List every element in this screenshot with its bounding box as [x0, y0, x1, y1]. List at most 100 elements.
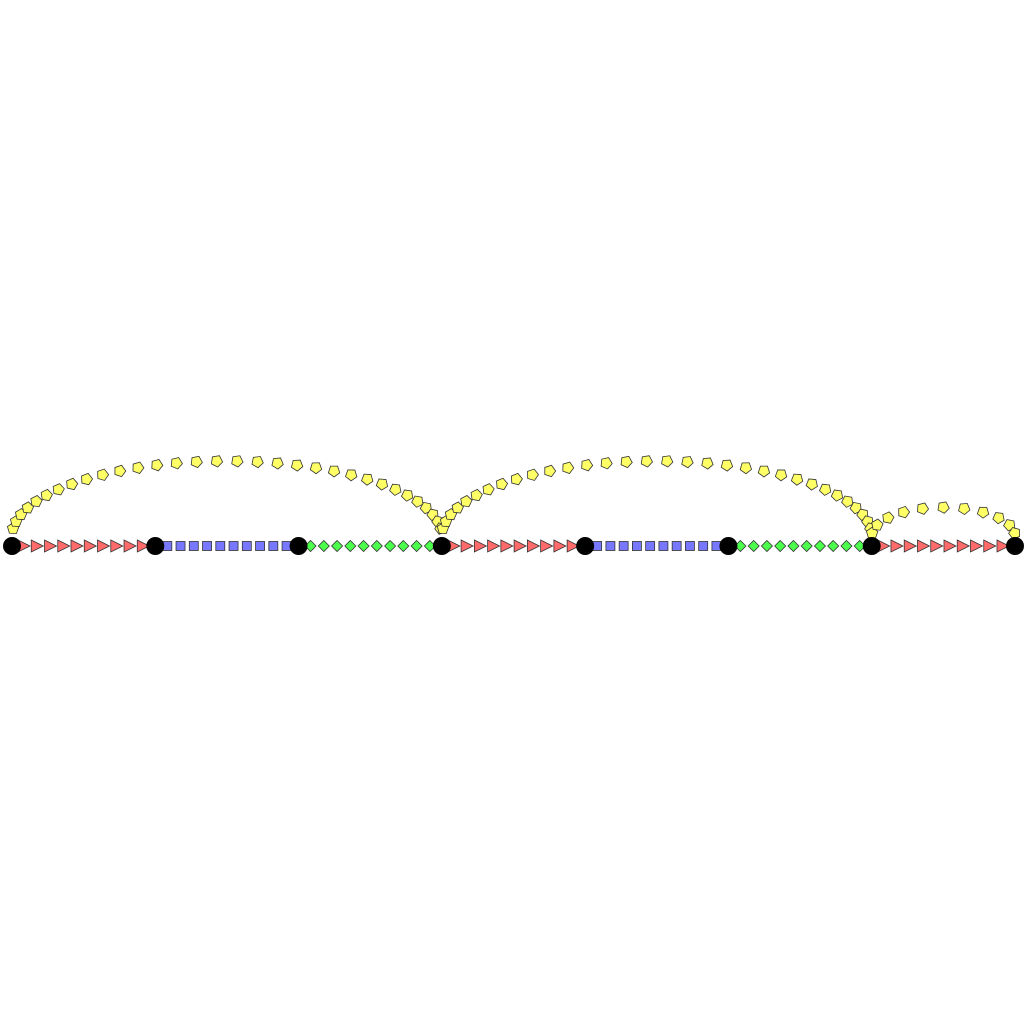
triangle-marker — [553, 539, 567, 553]
pentagon-marker — [681, 456, 694, 469]
diamond-marker — [800, 539, 813, 553]
diamond-marker — [787, 539, 800, 553]
square-marker — [255, 541, 265, 551]
pentagon-marker — [510, 472, 523, 486]
pentagon-marker — [482, 483, 495, 496]
pentagon-marker — [151, 459, 164, 472]
pentagon-marker — [871, 518, 884, 531]
diamond-marker — [357, 539, 370, 553]
pentagon-marker — [361, 473, 374, 486]
triangle-marker — [123, 539, 137, 553]
triangle-marker — [83, 539, 98, 553]
pentagon-marker — [774, 469, 788, 482]
pentagon-marker — [527, 468, 539, 481]
diamond-marker — [760, 539, 774, 553]
node — [432, 537, 451, 555]
square-marker — [658, 541, 669, 551]
triangle-marker — [460, 539, 475, 553]
triangle-marker — [487, 539, 501, 553]
diamond-marker — [747, 539, 760, 553]
pentagon-marker — [720, 459, 734, 472]
pentagon-marker — [97, 468, 110, 481]
triangle-marker — [970, 539, 984, 553]
node — [576, 537, 595, 555]
pentagon-marker — [309, 462, 323, 475]
square-marker — [175, 541, 186, 551]
pentagon-marker — [841, 495, 854, 508]
pentagon-marker — [1008, 527, 1021, 540]
diamond-marker — [317, 539, 330, 553]
pentagon-marker — [640, 455, 654, 468]
triangle-marker — [540, 539, 554, 553]
pentagon-marker — [496, 477, 509, 491]
pentagon-marker — [271, 457, 284, 470]
pentagon-marker — [470, 488, 483, 502]
square-marker — [215, 541, 226, 551]
triangle-marker — [97, 539, 111, 553]
pentagon-marker — [805, 478, 818, 491]
triangle-marker — [917, 539, 931, 553]
diamond-marker — [410, 539, 423, 553]
triangle-marker — [30, 539, 45, 553]
pentagon-marker — [345, 469, 358, 482]
pentagon-marker — [830, 489, 844, 502]
diamond-marker — [384, 539, 397, 553]
pentagon-marker — [544, 464, 557, 478]
segment-markers — [17, 539, 1010, 553]
triangle-marker — [473, 539, 488, 553]
pentagon-marker — [600, 457, 613, 470]
pentagon-marker — [114, 464, 127, 478]
pentagon-marker — [251, 456, 264, 469]
pentagon-marker — [327, 465, 341, 478]
triangle-marker — [943, 539, 957, 553]
node — [862, 537, 881, 555]
square-marker — [241, 541, 252, 551]
triangle-marker — [136, 539, 151, 553]
triangle-marker — [44, 539, 58, 553]
pentagon-marker — [290, 459, 304, 472]
pentagon-marker — [757, 465, 771, 478]
diamond-marker — [813, 539, 827, 553]
triangle-marker — [57, 539, 71, 553]
pentagon-marker — [898, 505, 911, 519]
arc-markers — [6, 455, 1021, 540]
pentagon-marker — [917, 502, 930, 515]
pentagon-marker — [976, 506, 990, 519]
pentagon-marker — [661, 455, 674, 468]
square-marker — [645, 541, 656, 551]
pentagon-marker — [581, 459, 594, 472]
triangle-marker — [890, 539, 904, 553]
pentagon-marker — [882, 511, 895, 524]
pentagon-marker — [190, 455, 203, 469]
node — [3, 537, 21, 555]
node — [289, 537, 308, 555]
pentagon-marker — [389, 483, 402, 496]
pentagon-marker — [66, 477, 79, 491]
pentagon-marker — [30, 494, 43, 508]
pentagon-marker — [620, 455, 633, 469]
pentagon-marker — [52, 483, 65, 496]
pentagon-marker — [958, 503, 971, 516]
pentagon-marker — [40, 488, 53, 502]
pentagon-marker — [375, 478, 389, 491]
pentagon-marker — [400, 489, 414, 502]
triangle-marker — [566, 539, 581, 553]
diamond-marker — [840, 539, 853, 553]
square-marker — [698, 541, 709, 551]
square-marker — [618, 541, 629, 551]
square-marker — [671, 541, 682, 551]
diamond-marker — [370, 539, 383, 553]
triangle-marker — [513, 539, 528, 553]
diamond-marker — [331, 539, 344, 553]
pentagon-marker — [210, 455, 224, 468]
triangle-marker — [903, 539, 918, 553]
pentagon-marker — [132, 461, 145, 474]
node — [1006, 537, 1024, 555]
pentagon-marker — [460, 494, 473, 508]
node — [146, 537, 165, 555]
triangle-marker — [930, 539, 944, 553]
pentagon-marker — [411, 495, 424, 508]
triangle-marker — [956, 539, 971, 553]
pentagon-marker — [81, 472, 94, 486]
